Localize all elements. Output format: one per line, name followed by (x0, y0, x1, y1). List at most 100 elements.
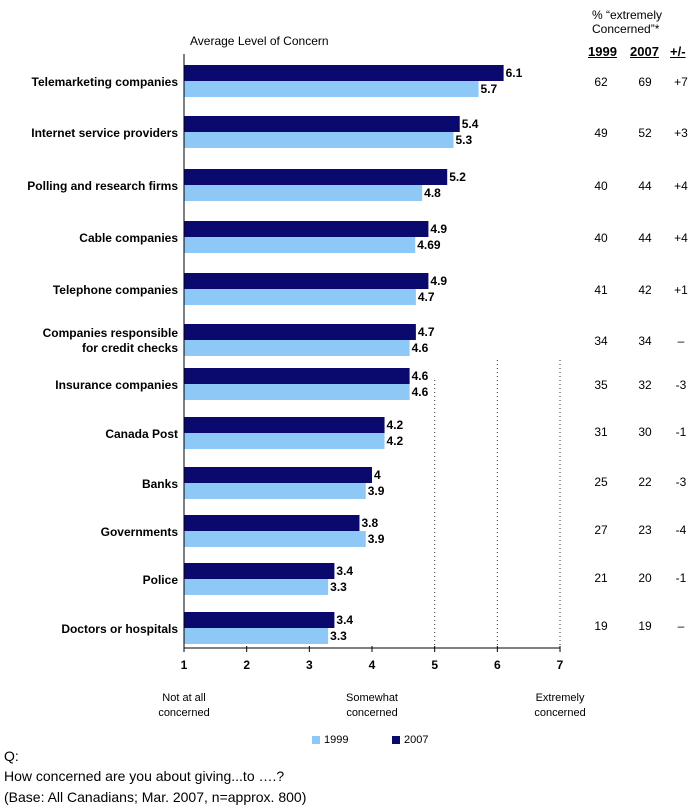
cell-2007: 30 (638, 425, 652, 439)
chart-title: Average Level of Concern (190, 34, 329, 48)
legend-swatch-1999 (312, 736, 320, 744)
cell-1999: 35 (594, 378, 608, 392)
value-label-1999: 4.6 (412, 385, 429, 399)
cell-diff: -1 (675, 425, 687, 439)
category-label: for credit checks (82, 341, 178, 355)
value-label-2007: 4 (374, 468, 381, 482)
bar-1999 (184, 132, 454, 148)
value-label-1999: 3.3 (330, 580, 347, 594)
right-table-title-line1: % “extremely (592, 8, 663, 22)
scale-label: Extremely (536, 692, 585, 704)
category-label: Doctors or hospitals (61, 622, 178, 636)
value-label-1999: 4.69 (417, 238, 441, 252)
bar-1999 (184, 579, 329, 595)
cell-1999: 31 (594, 425, 608, 439)
category-label: Telemarketing companies (32, 75, 179, 89)
x-tick-label: 6 (494, 658, 501, 672)
question-label: Q: (4, 748, 19, 764)
category-label: Polling and research firms (27, 179, 178, 193)
value-label-2007: 5.4 (462, 117, 479, 131)
x-tick-label: 5 (431, 658, 438, 672)
cell-diff: +4 (674, 179, 688, 193)
cell-diff: +1 (674, 283, 688, 297)
cell-diff: -4 (675, 523, 687, 537)
cell-1999: 41 (594, 283, 608, 297)
cell-1999: 49 (594, 126, 608, 140)
bar-2007 (184, 417, 385, 433)
bar-2007 (184, 368, 410, 384)
bar-2007 (184, 612, 335, 628)
value-label-2007: 4.7 (418, 325, 435, 339)
cell-diff: -1 (675, 571, 687, 585)
category-label: Banks (142, 477, 178, 491)
category-label: Police (143, 573, 179, 587)
value-label-1999: 4.2 (387, 434, 404, 448)
scale-label: Not at all (162, 692, 205, 704)
value-label-2007: 3.8 (361, 516, 378, 530)
question-base: (Base: All Canadians; Mar. 2007, n=appro… (4, 789, 307, 805)
cell-diff: +4 (674, 231, 688, 245)
cell-diff: -3 (675, 475, 687, 489)
right-table-title-line2: Concerned”* (592, 22, 660, 36)
cell-2007: 32 (638, 378, 652, 392)
legend-item-2007: 2007 (392, 734, 428, 746)
cell-2007: 69 (638, 75, 652, 89)
bar-2007 (184, 324, 416, 340)
x-tick-label: 4 (369, 658, 376, 672)
cell-diff: – (677, 619, 685, 633)
value-label-1999: 4.6 (412, 341, 429, 355)
bar-2007 (184, 65, 504, 81)
cell-2007: 19 (638, 619, 652, 633)
value-label-2007: 4.6 (412, 369, 429, 383)
bar-2007 (184, 221, 429, 237)
bar-1999 (184, 289, 416, 305)
value-label-1999: 5.3 (455, 133, 472, 147)
value-label-2007: 4.9 (430, 222, 447, 236)
cell-2007: 20 (638, 571, 652, 585)
bar-1999 (184, 384, 410, 400)
value-label-1999: 5.7 (481, 82, 498, 96)
cell-2007: 52 (638, 126, 652, 140)
cell-1999: 27 (594, 523, 608, 537)
value-label-2007: 4.2 (387, 418, 404, 432)
cell-1999: 62 (594, 75, 608, 89)
bar-2007 (184, 169, 448, 185)
question-text: How concerned are you about giving...to … (4, 768, 285, 784)
cell-2007: 44 (638, 179, 652, 193)
scale-label: concerned (158, 707, 209, 719)
category-label: Canada Post (105, 427, 178, 441)
bar-2007 (184, 116, 460, 132)
value-label-2007: 5.2 (449, 170, 466, 184)
x-tick-label: 1 (181, 658, 188, 672)
x-tick-label: 7 (557, 658, 564, 672)
bar-1999 (184, 185, 423, 201)
bar-1999 (184, 483, 366, 499)
value-label-2007: 3.4 (336, 613, 353, 627)
cell-2007: 42 (638, 283, 652, 297)
value-label-1999: 3.9 (368, 484, 385, 498)
bar-2007 (184, 563, 335, 579)
bar-1999 (184, 340, 410, 356)
cell-1999: 21 (594, 571, 608, 585)
cell-diff: +7 (674, 75, 688, 89)
bar-2007 (184, 515, 360, 531)
scale-label: Somewhat (346, 692, 398, 704)
legend-swatch-2007 (392, 736, 400, 744)
cell-2007: 23 (638, 523, 652, 537)
value-label-2007: 4.9 (430, 274, 447, 288)
bar-1999 (184, 433, 385, 449)
bar-1999 (184, 81, 479, 97)
legend-label-1999: 1999 (324, 734, 349, 746)
category-label: Cable companies (79, 231, 178, 245)
bar-1999 (184, 628, 329, 644)
x-tick-label: 3 (306, 658, 313, 672)
cell-diff: – (677, 334, 685, 348)
category-label: Governments (101, 525, 179, 539)
bar-1999 (184, 531, 366, 547)
cell-1999: 34 (594, 334, 608, 348)
value-label-2007: 6.1 (506, 66, 523, 80)
category-label: Internet service providers (31, 126, 178, 140)
cell-2007: 34 (638, 334, 652, 348)
cell-1999: 19 (594, 619, 608, 633)
